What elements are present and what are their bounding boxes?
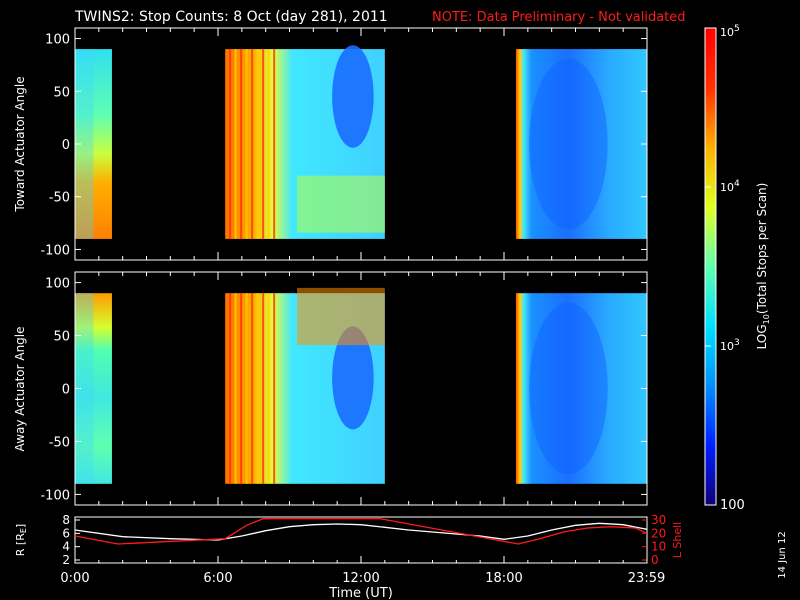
- heatmap-stripe: [267, 293, 270, 484]
- lshell-series-line: [75, 518, 647, 545]
- away-y-ticks: 100 50 0 -50 -100: [40, 272, 648, 505]
- heatmap-stripe: [256, 49, 259, 239]
- heatmap-stripe: [251, 49, 254, 239]
- heatmap-stripe: [234, 49, 237, 239]
- heatmap-shade: [75, 49, 94, 239]
- right-y-tick-label: 30: [651, 513, 666, 527]
- date-stamp: 14 Jun 12: [777, 531, 788, 578]
- right-y-tick-label: 20: [651, 526, 666, 540]
- y-tick-label: -100: [40, 243, 70, 258]
- colorbar-tick-label: 103: [720, 338, 740, 353]
- y-tick-label: 100: [45, 33, 70, 48]
- x-tick-label: 0:00: [60, 571, 89, 586]
- heatmap-shade: [529, 58, 608, 230]
- heatmap-oval: [332, 326, 374, 430]
- heatmap-block: [515, 49, 647, 239]
- lshell-axis-label: L Shell: [671, 522, 684, 558]
- heatmap-block: [515, 293, 647, 484]
- heatmap-stripe: [229, 293, 232, 484]
- heatmap-stripe: [262, 293, 265, 484]
- left-y-tick-label: 4: [62, 540, 70, 554]
- y-tick-label: 100: [45, 277, 70, 292]
- y-tick-label: -50: [49, 435, 70, 450]
- colorbar-ticks: 105 104 103 100: [705, 24, 745, 513]
- heatmap-block: [75, 293, 112, 484]
- heatmap-shade: [75, 293, 94, 484]
- colorbar-scale: [704, 27, 717, 506]
- away-heatmap-blocks: [75, 287, 647, 484]
- heatmap-shade: [297, 287, 385, 346]
- colorbar-tick-label: 104: [720, 179, 740, 194]
- left-y-tick-label: 2: [62, 553, 70, 567]
- x-tick-label: 12:00: [342, 571, 379, 586]
- heatmap-block: [75, 49, 112, 239]
- y-tick-label: 0: [62, 138, 70, 153]
- toward-y-ticks: 100 50 0 -50 -100: [40, 28, 648, 260]
- heatmap-stripe: [251, 293, 254, 484]
- x-tick-label: 18:00: [485, 571, 522, 586]
- heatmap-stripe: [229, 49, 232, 239]
- radius-axis-label: R [RE]: [14, 524, 28, 556]
- toward-actuator-panel: 100 50 0 -50 -100 Toward Actuator Angle: [13, 27, 648, 261]
- heatmap-stripe: [245, 293, 248, 484]
- heatmap-shade: [529, 302, 608, 475]
- y-tick-label: -100: [40, 488, 70, 503]
- radius-series-line: [75, 522, 647, 541]
- orbit-series: [75, 518, 647, 545]
- heatmap-stripe: [245, 49, 248, 239]
- y-tick-label: -50: [49, 191, 70, 206]
- preliminary-note: NOTE: Data Preliminary - Not validated: [432, 10, 686, 25]
- heatmap-stripe: [256, 293, 259, 484]
- right-y-tick-label: 0: [651, 553, 659, 567]
- heatmap-stripe: [234, 293, 237, 484]
- heatmap-shade: [297, 175, 385, 233]
- y-tick-label: 50: [53, 330, 70, 345]
- colorbar: 105 104 103 100 LOG10(Total Stops per Scan): [704, 24, 771, 513]
- y-tick-label: 0: [62, 383, 70, 398]
- x-tick-label: 6:00: [203, 571, 232, 586]
- time-x-ticks: 0:00 6:00 12:00 18:00 23:59: [60, 556, 665, 586]
- x-tick-label: 23:59: [628, 571, 665, 586]
- colorbar-tick-label: 100: [720, 498, 745, 513]
- away-y-axis-label: Away Actuator Angle: [13, 326, 27, 451]
- chart-title: TWINS2: Stop Counts: 8 Oct (day 281), 20…: [74, 9, 388, 25]
- heatmap-stripe: [240, 293, 243, 484]
- y-tick-label: 50: [53, 85, 70, 100]
- heatmap-stripe: [273, 49, 276, 239]
- right-y-tick-label: 10: [651, 540, 666, 554]
- left-y-tick-label: 6: [62, 526, 70, 540]
- colorbar-label: LOG10(Total Stops per Scan): [755, 183, 771, 350]
- heatmap-stripe: [273, 293, 276, 484]
- colorbar-tick-label: 105: [720, 24, 740, 39]
- heatmap-stripe: [240, 49, 243, 239]
- x-axis-label: Time (UT): [328, 586, 393, 600]
- toward-heatmap-blocks: [75, 45, 647, 239]
- heatmap-stripe: [262, 49, 265, 239]
- left-y-tick-label: 8: [62, 513, 70, 527]
- away-actuator-panel: 100 50 0 -50 -100 Away Actuator Angle: [13, 271, 648, 506]
- toward-y-axis-label: Toward Actuator Angle: [13, 76, 27, 212]
- heatmap-stripe: [267, 49, 270, 239]
- heatmap-oval: [332, 45, 374, 148]
